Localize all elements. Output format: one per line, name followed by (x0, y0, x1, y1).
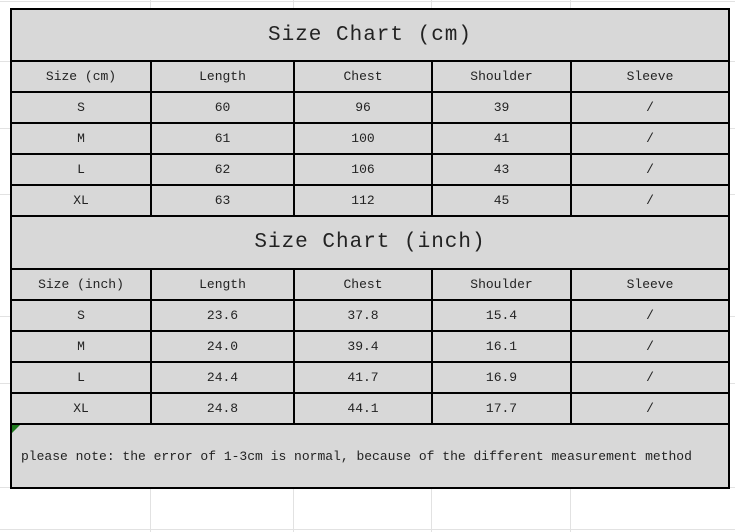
note-row: please note: the error of 1-3cm is norma… (9, 423, 731, 489)
gridline (0, 1, 735, 2)
table-cell: / (569, 330, 731, 363)
table-row: XL 63 112 45 / (10, 184, 731, 217)
table-row: L 62 106 43 / (10, 153, 731, 186)
table-row: S 23.6 37.8 15.4 / (10, 299, 731, 332)
column-header: Size (inch) (10, 268, 152, 301)
table-cell: 39 (431, 91, 572, 124)
table-cell: 15.4 (431, 299, 572, 332)
note-cell: please note: the error of 1-3cm is norma… (9, 423, 731, 489)
inch-table-title-row: Size Chart (inch) (9, 215, 731, 270)
cm-header-row: Size (cm) Length Chest Shoulder Sleeve (10, 60, 731, 93)
size-chart-table: Size Chart (cm) Size (cm) Length Chest S… (9, 8, 731, 489)
table-cell: / (569, 91, 731, 124)
table-cell: 23.6 (150, 299, 295, 332)
note-text: please note: the error of 1-3cm is norma… (21, 448, 692, 464)
table-cell: 96 (293, 91, 433, 124)
column-header: Length (150, 60, 295, 93)
column-header: Shoulder (431, 60, 572, 93)
table-cell: 17.7 (431, 392, 572, 425)
table-cell: 100 (293, 122, 433, 155)
table-cell: M (10, 330, 152, 363)
table-cell: / (569, 299, 731, 332)
inch-header-row: Size (inch) Length Chest Shoulder Sleeve (10, 268, 731, 301)
table-cell: / (569, 184, 731, 217)
table-cell: S (10, 299, 152, 332)
table-cell: / (569, 122, 731, 155)
column-header: Chest (293, 268, 433, 301)
table-cell: 39.4 (293, 330, 433, 363)
table-row: M 24.0 39.4 16.1 / (10, 330, 731, 363)
table-cell: 24.8 (150, 392, 295, 425)
table-cell: 16.9 (431, 361, 572, 394)
table-cell: 24.0 (150, 330, 295, 363)
cm-table-title: Size Chart (cm) (9, 8, 731, 62)
table-cell: 24.4 (150, 361, 295, 394)
column-header: Chest (293, 60, 433, 93)
column-header: Size (cm) (10, 60, 152, 93)
table-cell: 112 (293, 184, 433, 217)
table-cell: L (10, 361, 152, 394)
table-cell: XL (10, 184, 152, 217)
error-indicator-triangle (12, 425, 20, 433)
gridline (0, 529, 735, 530)
table-row: L 24.4 41.7 16.9 / (10, 361, 731, 394)
table-cell: S (10, 91, 152, 124)
table-cell: 61 (150, 122, 295, 155)
inch-table-title: Size Chart (inch) (9, 215, 731, 270)
table-cell: 45 (431, 184, 572, 217)
table-cell: XL (10, 392, 152, 425)
table-cell: 60 (150, 91, 295, 124)
table-cell: / (569, 392, 731, 425)
column-header: Length (150, 268, 295, 301)
table-cell: / (569, 153, 731, 186)
table-row: XL 24.8 44.1 17.7 / (10, 392, 731, 425)
column-header: Shoulder (431, 268, 572, 301)
table-cell: 63 (150, 184, 295, 217)
table-row: M 61 100 41 / (10, 122, 731, 155)
table-cell: 41.7 (293, 361, 433, 394)
table-cell: 44.1 (293, 392, 433, 425)
table-cell: 41 (431, 122, 572, 155)
table-cell: 37.8 (293, 299, 433, 332)
table-cell: 16.1 (431, 330, 572, 363)
table-cell: 43 (431, 153, 572, 186)
column-header: Sleeve (569, 268, 731, 301)
table-cell: / (569, 361, 731, 394)
cm-table-title-row: Size Chart (cm) (9, 8, 731, 62)
table-cell: L (10, 153, 152, 186)
table-cell: M (10, 122, 152, 155)
table-cell: 106 (293, 153, 433, 186)
table-cell: 62 (150, 153, 295, 186)
table-row: S 60 96 39 / (10, 91, 731, 124)
column-header: Sleeve (569, 60, 731, 93)
